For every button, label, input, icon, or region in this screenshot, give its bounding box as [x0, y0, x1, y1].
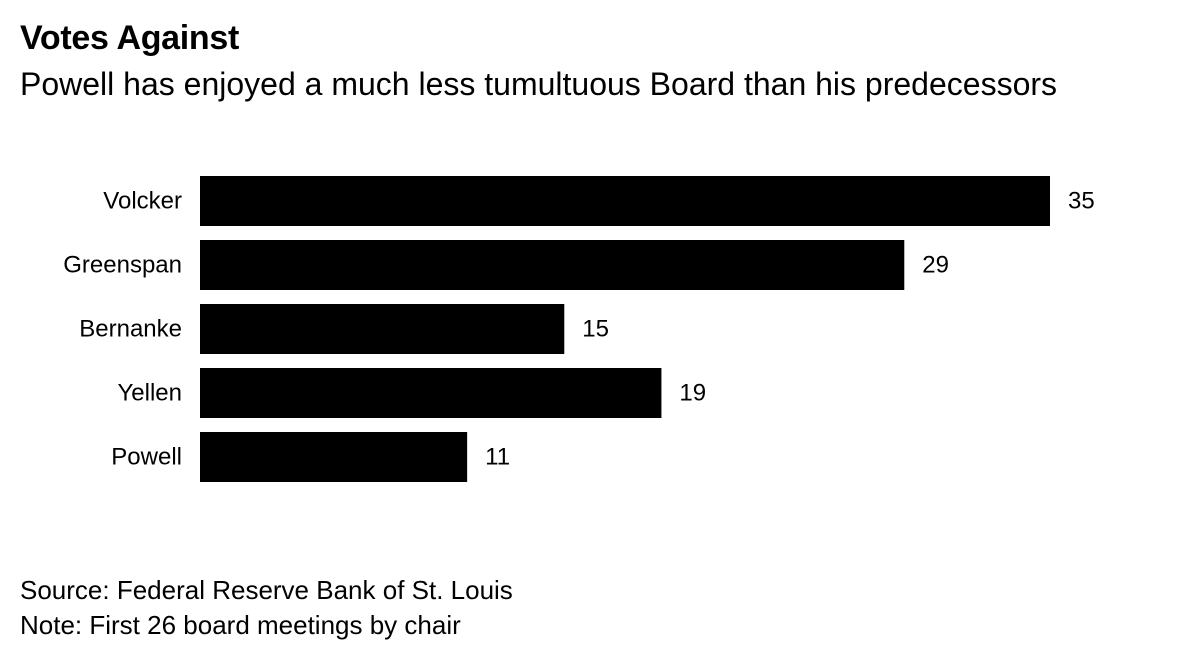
bar-yellen [200, 368, 662, 418]
data-label: 19 [679, 380, 706, 407]
data-label: 29 [922, 252, 949, 279]
bar-powell [200, 432, 468, 482]
bar-bernanke [200, 304, 565, 354]
category-label: Greenspan [63, 252, 182, 279]
chart-subtitle: Powell has enjoyed a much less tumultuou… [20, 66, 1058, 102]
category-label: Volcker [103, 188, 182, 215]
category-label: Yellen [117, 380, 182, 407]
chart-title: Votes Against [20, 19, 240, 57]
bar-volcker [200, 176, 1050, 226]
data-label: 35 [1068, 188, 1095, 215]
source-note: Source: Federal Reserve Bank of St. Loui… [20, 575, 513, 605]
category-label: Bernanke [79, 316, 182, 343]
category-label: Powell [111, 444, 182, 471]
chart-footer: Source: Federal Reserve Bank of St. Loui… [20, 573, 513, 643]
bar-greenspan [200, 240, 905, 290]
methodology-note: Note: First 26 board meetings by chair [20, 610, 461, 640]
data-label: 11 [485, 444, 510, 471]
data-label: 15 [582, 316, 609, 343]
